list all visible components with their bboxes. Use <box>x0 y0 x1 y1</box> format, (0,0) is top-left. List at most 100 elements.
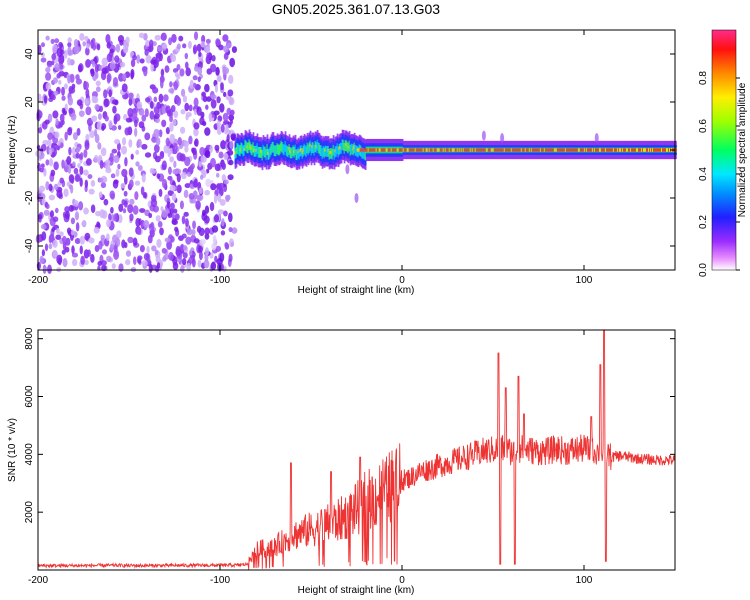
noise-blob <box>153 106 160 115</box>
carrier-core <box>258 146 261 158</box>
noise-blob <box>153 144 160 153</box>
carrier-peak <box>541 148 544 152</box>
noise-blob <box>167 166 172 175</box>
noise-blob <box>211 55 216 62</box>
noise-blob <box>124 127 130 136</box>
noise-blob <box>171 193 177 201</box>
carrier-peak <box>457 148 460 152</box>
carrier-peak <box>379 148 382 152</box>
carrier-core <box>346 141 349 153</box>
noise-blob <box>221 139 225 150</box>
carrier-peak <box>516 148 519 152</box>
noise-blob <box>196 106 202 116</box>
noise-blob <box>183 140 188 147</box>
carrier-core <box>294 144 297 156</box>
noise-blob <box>201 91 206 97</box>
carrier-core <box>323 147 326 159</box>
noise-blob <box>67 96 74 106</box>
carrier-peak <box>255 148 258 152</box>
noise-blob <box>80 255 85 266</box>
noise-blob <box>128 97 133 106</box>
noise-blob <box>90 204 96 213</box>
noise-blob <box>130 58 136 68</box>
noise-blob <box>176 63 181 71</box>
noise-blob <box>79 152 84 160</box>
carrier-core <box>305 146 308 158</box>
carrier-peak <box>655 148 658 152</box>
noise-blob <box>198 187 203 194</box>
carrier-peak <box>543 148 546 152</box>
noise-blob <box>79 165 84 175</box>
noise-blob <box>70 217 76 225</box>
carrier-peak <box>650 148 653 152</box>
noise-blob <box>149 228 155 238</box>
carrier-peak <box>637 148 640 152</box>
noise-blob <box>100 234 106 241</box>
carrier-peak <box>380 148 383 152</box>
noise-blob <box>99 160 104 169</box>
carrier-peak <box>627 148 630 152</box>
carrier-core <box>272 141 275 153</box>
noise-blob <box>109 61 116 71</box>
noise-blob <box>199 146 206 156</box>
noise-blob <box>165 105 171 114</box>
noise-blob <box>109 243 114 251</box>
noise-blob <box>37 93 42 103</box>
carrier-peak <box>434 148 437 152</box>
noise-blob <box>180 265 185 273</box>
noise-blob <box>87 174 93 180</box>
noise-blob <box>98 191 103 198</box>
noise-blob <box>58 79 62 85</box>
noise-blob <box>169 133 175 144</box>
carrier-peak <box>442 148 445 152</box>
noise-blob <box>192 147 197 156</box>
noise-blob <box>197 194 204 201</box>
carrier-peak <box>403 148 406 152</box>
carrier-peak <box>293 149 296 153</box>
carrier-peak <box>653 148 656 152</box>
noise-blob <box>186 262 191 272</box>
noise-blob <box>79 177 83 187</box>
noise-blob <box>132 237 138 246</box>
carrier-peak <box>596 148 599 152</box>
noise-blob <box>64 206 71 213</box>
carrier-core <box>314 141 317 152</box>
carrier-peak <box>621 148 624 152</box>
noise-blob <box>38 127 43 134</box>
noise-blob <box>132 109 138 119</box>
snr-y-tick-label-0: 2000 <box>24 501 35 524</box>
noise-blob <box>114 138 121 145</box>
noise-blob <box>185 114 189 121</box>
noise-blob <box>166 201 171 209</box>
carrier-peak <box>536 148 539 152</box>
noise-blob <box>228 253 233 263</box>
noise-blob <box>78 201 84 211</box>
carrier-peak <box>585 148 588 152</box>
carrier-peak <box>513 148 516 152</box>
carrier-peak <box>454 148 457 152</box>
carrier-peak <box>489 148 492 152</box>
carrier-peak <box>546 148 549 152</box>
carrier-peak <box>600 148 603 152</box>
noise-blob <box>153 96 158 103</box>
carrier-peak <box>538 148 541 152</box>
noise-blob <box>184 156 191 167</box>
carrier-peak <box>534 148 537 152</box>
noise-blob <box>103 98 110 108</box>
carrier-core <box>277 144 280 156</box>
noise-blob <box>76 127 81 136</box>
noise-blob <box>214 163 221 172</box>
noise-blob <box>205 247 209 256</box>
carrier-core <box>247 142 250 154</box>
carrier-core <box>283 144 286 156</box>
noise-blob <box>201 34 206 44</box>
noise-blob <box>75 74 80 81</box>
noise-blob <box>229 57 236 68</box>
noise-blob <box>194 138 199 147</box>
carrier-core <box>259 146 262 158</box>
noise-blob <box>92 60 96 68</box>
noise-blob <box>48 149 53 156</box>
carrier-peak <box>246 145 249 149</box>
carrier-peak <box>370 148 373 152</box>
carrier-peak <box>378 148 381 152</box>
